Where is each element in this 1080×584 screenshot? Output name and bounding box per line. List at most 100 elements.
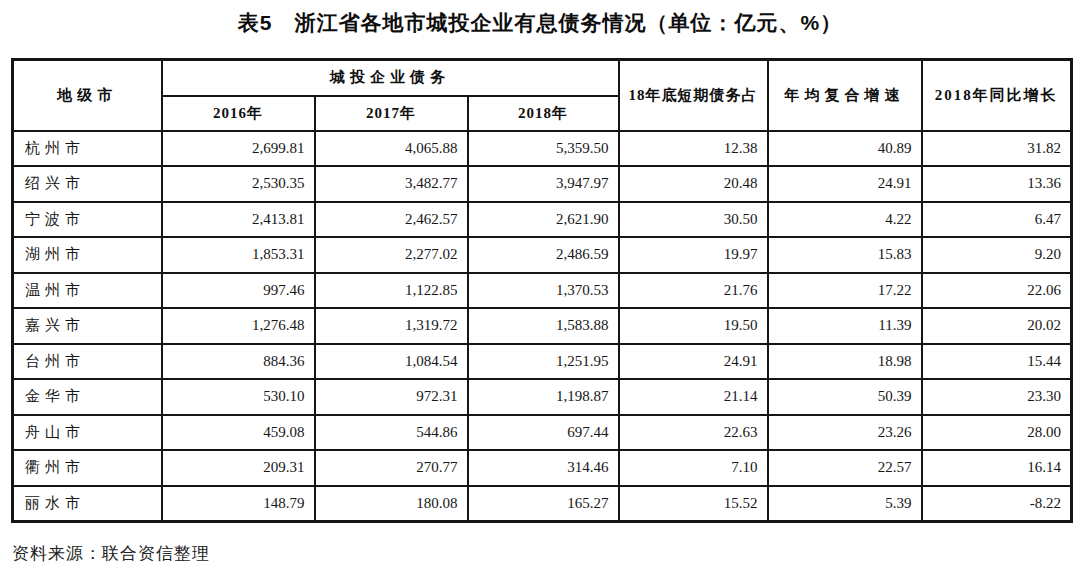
table-row: 舟山市 459.08 544.86 697.44 22.63 23.26 28.…	[13, 415, 1072, 451]
cagr-cell: 4.22	[768, 202, 922, 238]
city-cell: 湖州市	[13, 237, 162, 273]
yoy-cell: 13.36	[922, 166, 1072, 202]
yoy-cell: 9.20	[922, 237, 1072, 273]
short-term-cell: 19.97	[619, 237, 768, 273]
short-term-cell: 21.76	[619, 273, 768, 309]
table-title: 表5 浙江省各地市城投企业有息债务情况（单位：亿元、%）	[0, 9, 1080, 37]
cagr-cell: 11.39	[768, 308, 922, 344]
cagr-cell: 18.98	[768, 344, 922, 380]
debt-2017-cell: 1,084.54	[315, 344, 468, 380]
city-cell: 绍兴市	[13, 166, 162, 202]
yoy-cell: 20.02	[922, 308, 1072, 344]
debt-2016-cell: 530.10	[162, 379, 315, 415]
city-cell: 丽水市	[13, 486, 162, 522]
debt-2017-cell: 180.08	[315, 486, 468, 522]
short-term-cell: 12.38	[619, 131, 768, 167]
debt-2018-cell: 165.27	[468, 486, 619, 522]
debt-2018-cell: 1,370.53	[468, 273, 619, 309]
table-row: 嘉兴市 1,276.48 1,319.72 1,583.88 19.50 11.…	[13, 308, 1072, 344]
short-term-cell: 19.50	[619, 308, 768, 344]
city-cell: 衢州市	[13, 450, 162, 486]
debt-2016-cell: 1,853.31	[162, 237, 315, 273]
city-cell: 嘉兴市	[13, 308, 162, 344]
header-year-2018: 2018年	[468, 96, 619, 131]
source-note: 资料来源：联合资信整理	[12, 542, 1080, 565]
table-row: 宁波市 2,413.81 2,462.57 2,621.90 30.50 4.2…	[13, 202, 1072, 238]
debt-2018-cell: 1,251.95	[468, 344, 619, 380]
yoy-cell: -8.22	[922, 486, 1072, 522]
cagr-cell: 22.57	[768, 450, 922, 486]
cagr-cell: 5.39	[768, 486, 922, 522]
debt-2016-cell: 148.79	[162, 486, 315, 522]
city-cell: 金华市	[13, 379, 162, 415]
table-row: 温州市 997.46 1,122.85 1,370.53 21.76 17.22…	[13, 273, 1072, 309]
short-term-cell: 22.63	[619, 415, 768, 451]
debt-2016-cell: 997.46	[162, 273, 315, 309]
debt-2016-cell: 1,276.48	[162, 308, 315, 344]
cagr-cell: 50.39	[768, 379, 922, 415]
city-cell: 温州市	[13, 273, 162, 309]
debt-2017-cell: 4,065.88	[315, 131, 468, 167]
table-row: 金华市 530.10 972.31 1,198.87 21.14 50.39 2…	[13, 379, 1072, 415]
debt-2018-cell: 2,486.59	[468, 237, 619, 273]
header-debt-group: 城投企业债务	[162, 60, 619, 96]
table-row: 杭州市 2,699.81 4,065.88 5,359.50 12.38 40.…	[13, 131, 1072, 167]
short-term-cell: 24.91	[619, 344, 768, 380]
debt-2017-cell: 1,319.72	[315, 308, 468, 344]
short-term-cell: 20.48	[619, 166, 768, 202]
table-header: 地级市 城投企业债务 18年底短期债务占 年均复合增速 2018年同比增长 20…	[13, 60, 1072, 131]
table-row: 衢州市 209.31 270.77 314.46 7.10 22.57 16.1…	[13, 450, 1072, 486]
short-term-cell: 7.10	[619, 450, 768, 486]
debt-2018-cell: 697.44	[468, 415, 619, 451]
debt-2017-cell: 2,277.02	[315, 237, 468, 273]
table-row: 绍兴市 2,530.35 3,482.77 3,947.97 20.48 24.…	[13, 166, 1072, 202]
yoy-cell: 22.06	[922, 273, 1072, 309]
yoy-cell: 31.82	[922, 131, 1072, 167]
debt-2018-cell: 314.46	[468, 450, 619, 486]
cagr-cell: 15.83	[768, 237, 922, 273]
city-cell: 杭州市	[13, 131, 162, 167]
cagr-cell: 17.22	[768, 273, 922, 309]
table-row: 丽水市 148.79 180.08 165.27 15.52 5.39 -8.2…	[13, 486, 1072, 522]
short-term-cell: 15.52	[619, 486, 768, 522]
cagr-cell: 23.26	[768, 415, 922, 451]
yoy-cell: 15.44	[922, 344, 1072, 380]
debt-2016-cell: 459.08	[162, 415, 315, 451]
yoy-cell: 28.00	[922, 415, 1072, 451]
yoy-cell: 23.30	[922, 379, 1072, 415]
debt-2017-cell: 972.31	[315, 379, 468, 415]
header-city: 地级市	[13, 60, 162, 131]
debt-2018-cell: 2,621.90	[468, 202, 619, 238]
debt-2017-cell: 3,482.77	[315, 166, 468, 202]
debt-table: 地级市 城投企业债务 18年底短期债务占 年均复合增速 2018年同比增长 20…	[11, 58, 1073, 523]
debt-2017-cell: 2,462.57	[315, 202, 468, 238]
debt-2018-cell: 5,359.50	[468, 131, 619, 167]
city-cell: 宁波市	[13, 202, 162, 238]
table-row: 湖州市 1,853.31 2,277.02 2,486.59 19.97 15.…	[13, 237, 1072, 273]
city-cell: 舟山市	[13, 415, 162, 451]
cagr-cell: 40.89	[768, 131, 922, 167]
header-year-2017: 2017年	[315, 96, 468, 131]
debt-2018-cell: 1,198.87	[468, 379, 619, 415]
yoy-cell: 6.47	[922, 202, 1072, 238]
debt-2018-cell: 3,947.97	[468, 166, 619, 202]
header-short-term-debt-share: 18年底短期债务占	[619, 60, 768, 131]
debt-2016-cell: 2,699.81	[162, 131, 315, 167]
debt-2016-cell: 884.36	[162, 344, 315, 380]
short-term-cell: 30.50	[619, 202, 768, 238]
yoy-cell: 16.14	[922, 450, 1072, 486]
cagr-cell: 24.91	[768, 166, 922, 202]
debt-2018-cell: 1,583.88	[468, 308, 619, 344]
header-cagr: 年均复合增速	[768, 60, 922, 131]
city-cell: 台州市	[13, 344, 162, 380]
debt-2016-cell: 2,413.81	[162, 202, 315, 238]
header-year-2016: 2016年	[162, 96, 315, 131]
debt-2016-cell: 2,530.35	[162, 166, 315, 202]
header-row-1: 地级市 城投企业债务 18年底短期债务占 年均复合增速 2018年同比增长	[13, 60, 1072, 96]
debt-2017-cell: 1,122.85	[315, 273, 468, 309]
header-yoy-growth: 2018年同比增长	[922, 60, 1072, 131]
debt-2017-cell: 544.86	[315, 415, 468, 451]
document-page: 表5 浙江省各地市城投企业有息债务情况（单位：亿元、%） 地级市 城投企业债务 …	[0, 9, 1080, 565]
debt-2016-cell: 209.31	[162, 450, 315, 486]
table-row: 台州市 884.36 1,084.54 1,251.95 24.91 18.98…	[13, 344, 1072, 380]
